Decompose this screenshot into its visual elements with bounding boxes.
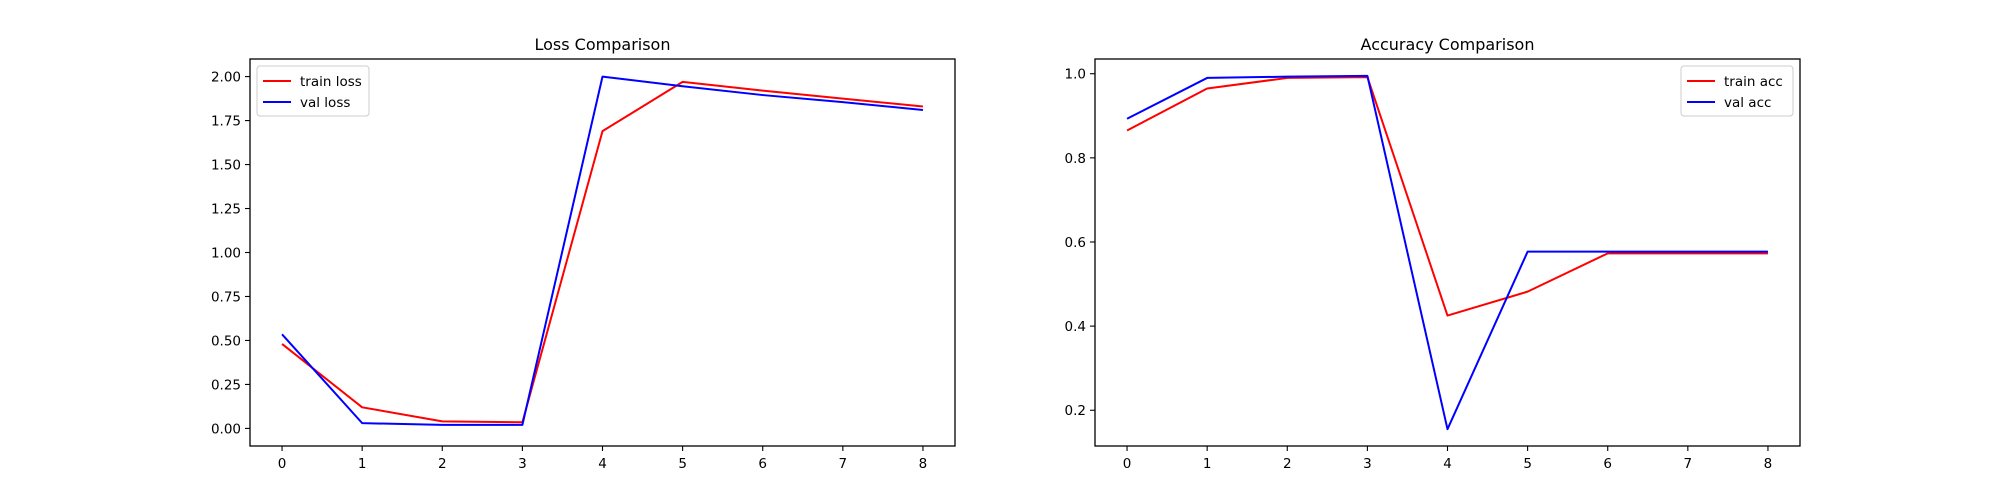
legend-frame xyxy=(1680,65,1794,117)
loss-comparison-x-tick-label: 8 xyxy=(919,456,928,472)
accuracy-comparison-x-tick-label: 1 xyxy=(1203,456,1212,472)
loss-comparison-y-tick-label: 0.50 xyxy=(211,333,241,349)
accuracy-comparison-chart: Accuracy Comparison 0 1 2 3 4 5 6 7 8 0.2 0.4 0.6 0.8… xyxy=(1065,35,1801,472)
legend-label-val-acc: val acc xyxy=(1724,95,1771,111)
loss-comparison-y-tick-label: 1.00 xyxy=(211,246,241,262)
loss-comparison-y-tick-label: 1.75 xyxy=(211,114,241,130)
loss-comparison-x-tick-label: 7 xyxy=(839,456,848,472)
train-acc-line xyxy=(1126,76,1768,317)
loss-comparison-legend: train loss val loss xyxy=(256,65,370,117)
accuracy-comparison-y-tick-label: 0.2 xyxy=(1065,403,1086,419)
accuracy-comparison-y-tick-label: 0.6 xyxy=(1065,235,1086,251)
accuracy-comparison-x-tick-label: 6 xyxy=(1603,456,1612,472)
accuracy-comparison-x-tick-label: 7 xyxy=(1684,456,1693,472)
loss-comparison-x-tick-label: 2 xyxy=(438,456,447,472)
loss-comparison-x-tick-label: 5 xyxy=(678,456,687,472)
accuracy-comparison-x-tick-label: 4 xyxy=(1443,456,1452,472)
legend-label-train-loss: train loss xyxy=(300,74,362,90)
legend-label-val-loss: val loss xyxy=(300,95,350,111)
loss-comparison-y-tick-label: 1.50 xyxy=(211,158,241,174)
accuracy-comparison-x-tick-label: 3 xyxy=(1363,456,1372,472)
accuracy-comparison-x-tick-label: 8 xyxy=(1764,456,1773,472)
loss-comparison-x-tick-label: 3 xyxy=(518,456,527,472)
loss-comparison-y-tick-label: 0.00 xyxy=(211,421,241,437)
accuracy-comparison-x-tick-label: 2 xyxy=(1283,456,1292,472)
accuracy-comparison-x-tick-label: 5 xyxy=(1523,456,1532,472)
loss-comparison-y-tick-label: 2.00 xyxy=(211,70,241,86)
loss-comparison-x-tick-label: 6 xyxy=(758,456,767,472)
accuracy-comparison-y-tick-label: 1.0 xyxy=(1065,67,1086,83)
accuracy-comparison-y-tick-label: 0.8 xyxy=(1065,151,1086,167)
loss-comparison-chart: Loss Comparison 0 1 2 3 4 5 6 7 8 0.00 0.25 0.50 0.75… xyxy=(211,35,956,472)
accuracy-comparison-legend: train acc val acc xyxy=(1680,65,1794,117)
legend-frame xyxy=(256,65,370,117)
accuracy-comparison-title: Accuracy Comparison xyxy=(1361,35,1535,54)
loss-comparison-y-tick-label: 1.25 xyxy=(211,202,241,218)
loss-comparison-x-tick-label: 0 xyxy=(278,456,287,472)
loss-comparison-title: Loss Comparison xyxy=(535,35,671,54)
train-loss-line xyxy=(281,80,924,424)
loss-comparison-x-tick-label: 1 xyxy=(358,456,367,472)
loss-comparison-y-tick-label: 0.25 xyxy=(211,377,241,393)
legend-label-train-acc: train acc xyxy=(1724,74,1783,90)
val-acc-line xyxy=(1126,74,1768,431)
loss-comparison-x-tick-label: 4 xyxy=(598,456,607,472)
accuracy-comparison-x-tick-label: 0 xyxy=(1123,456,1132,472)
loss-comparison-plot-frame xyxy=(249,58,956,447)
accuracy-comparison-y-tick-label: 0.4 xyxy=(1065,319,1086,335)
loss-comparison-y-tick-label: 0.75 xyxy=(211,289,241,305)
val-loss-line xyxy=(281,75,924,426)
